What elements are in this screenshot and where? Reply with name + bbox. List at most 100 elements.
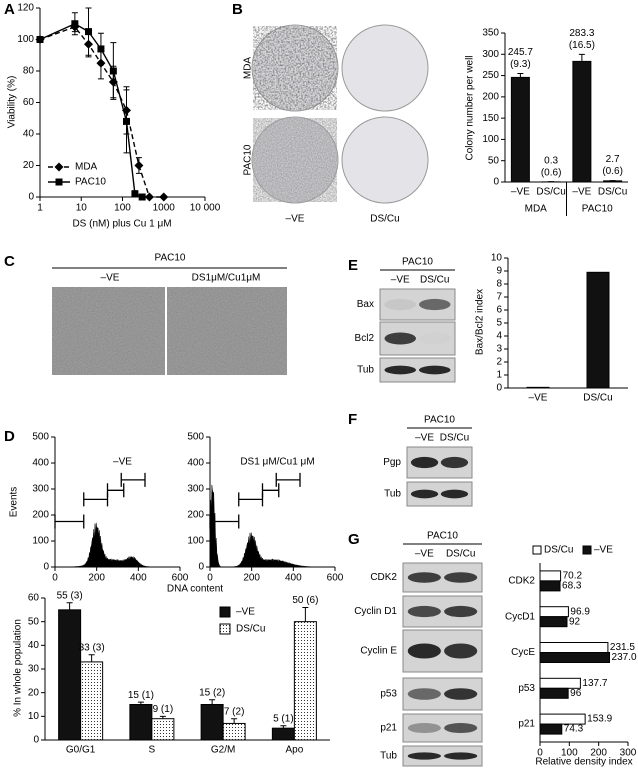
x-tick-label: 10 xyxy=(76,203,88,214)
value-label: 237.0 xyxy=(612,652,637,663)
y-axis-title: Viability (%) xyxy=(7,76,18,129)
y-tick-label: 100 xyxy=(482,134,499,145)
bar xyxy=(539,570,562,582)
legend-marker xyxy=(55,178,63,186)
panel-letter: F xyxy=(348,411,357,428)
y-tick-label: 60 xyxy=(28,593,40,604)
bar xyxy=(526,386,550,389)
marker xyxy=(71,20,79,28)
band xyxy=(444,688,478,700)
band xyxy=(419,332,451,345)
marker xyxy=(131,190,139,198)
y-tick-label: 500 xyxy=(32,432,49,443)
error-bar xyxy=(517,72,524,78)
value-label: 70.2 xyxy=(563,571,583,582)
histogram xyxy=(54,522,168,568)
x-tick-label: 1 xyxy=(37,203,43,214)
y-tick-label: 20 xyxy=(28,687,40,698)
blot-title: PAC10 xyxy=(427,531,458,542)
legend-swatch xyxy=(532,545,542,555)
value-label: 9 (1) xyxy=(153,704,174,715)
band xyxy=(384,298,416,311)
value-label: 137.7 xyxy=(582,678,607,689)
y-tick-label: 0 xyxy=(33,735,39,746)
y-tick-label: 300 xyxy=(187,484,204,495)
bar xyxy=(510,76,530,183)
y-tick-label: 9 xyxy=(496,266,502,277)
error-label: (0.6) xyxy=(541,167,562,178)
legend-swatch xyxy=(582,545,592,555)
y-tick-label: 50 xyxy=(28,616,40,627)
y-tick-label: 80 xyxy=(23,66,35,77)
legend-label: –VE xyxy=(236,607,255,618)
band xyxy=(407,643,441,659)
y-tick-label: 40 xyxy=(28,640,40,651)
band xyxy=(407,572,441,583)
x-axis-title: Relative density index xyxy=(535,757,632,768)
x-tick-label: –VE xyxy=(572,187,591,198)
gate xyxy=(209,514,240,529)
marker xyxy=(134,161,144,170)
value-label: 15 (2) xyxy=(199,687,225,698)
lane-label: DS/Cu xyxy=(420,275,449,286)
bar xyxy=(200,704,224,741)
error-label: (9.3) xyxy=(510,59,531,70)
x-tick-label: 0 xyxy=(52,573,58,584)
row-label: Pgp xyxy=(383,457,401,468)
legend-label: DS/Cu xyxy=(236,624,265,635)
y-tick-label: 400 xyxy=(32,458,49,469)
y-tick-label: 60 xyxy=(23,97,35,108)
gate xyxy=(261,483,280,498)
x-tick-label: S xyxy=(149,745,156,756)
x-tick-label: 300 xyxy=(620,748,637,759)
band xyxy=(407,605,441,618)
plate-row-label: MDA xyxy=(243,57,254,80)
row-label: Bax xyxy=(357,299,374,310)
x-tick-label: G0/G1 xyxy=(66,745,96,756)
x-tick-label: –VE xyxy=(511,187,530,198)
bar xyxy=(539,677,581,689)
plate-column-label: DS/Cu xyxy=(370,214,399,225)
value-label: 15 (1) xyxy=(128,690,154,701)
plates xyxy=(251,24,429,204)
x-tick-label: DS/Cu xyxy=(598,187,627,198)
band xyxy=(407,722,441,734)
value-label: 68.3 xyxy=(562,581,582,592)
error-bar xyxy=(302,606,309,622)
y-tick-label: 1 xyxy=(496,370,502,381)
panel-letter: G xyxy=(348,531,360,548)
band xyxy=(410,489,439,499)
y-tick-label: 200 xyxy=(482,91,499,102)
y-tick-label: p21 xyxy=(518,719,535,730)
y-tick-label: 10 xyxy=(491,253,503,264)
gate xyxy=(238,492,264,507)
x-tick-label: 200 xyxy=(243,573,260,584)
y-tick-label: CycD1 xyxy=(505,611,535,622)
marker xyxy=(97,45,105,53)
x-tick-label: 200 xyxy=(590,748,607,759)
band xyxy=(444,643,478,659)
x-tick-label: 400 xyxy=(285,573,302,584)
value-label: 96.9 xyxy=(570,606,590,617)
error-bar xyxy=(159,715,166,719)
y-tick-label: 6 xyxy=(496,305,502,316)
x-tick-label: 100 xyxy=(114,203,131,214)
bar xyxy=(539,580,561,592)
y-tick-label: 120 xyxy=(17,3,34,14)
value-label: 283.3 xyxy=(569,28,594,39)
band xyxy=(444,605,478,618)
bar xyxy=(572,60,592,183)
y-tick-label: 0 xyxy=(43,562,49,573)
error-bar xyxy=(88,654,95,662)
blot-strip xyxy=(402,745,483,767)
panel-letter: A xyxy=(4,1,15,18)
plate-row-label: PAC10 xyxy=(243,144,254,175)
y-tick-label: 500 xyxy=(187,432,204,443)
x-tick-label: 0 xyxy=(537,748,543,759)
x-tick-label: 200 xyxy=(88,573,105,584)
legend-swatch xyxy=(219,606,231,618)
y-axis-title: Bax/Bcl2 index xyxy=(475,289,486,355)
value-label: 231.5 xyxy=(610,642,635,653)
marker xyxy=(85,28,93,36)
panel-title: PAC10 xyxy=(155,253,186,264)
